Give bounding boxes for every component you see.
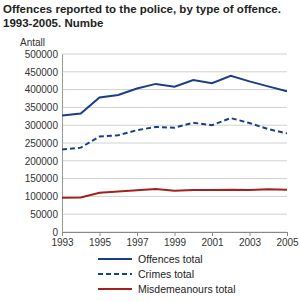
y-tick: 350000 — [25, 102, 62, 113]
y-tick: 300000 — [25, 120, 62, 131]
y-tick-label: 0 — [52, 227, 58, 238]
x-tick-label: 1995 — [89, 237, 112, 248]
series-line — [62, 76, 287, 116]
x-tick: 1997 — [126, 232, 149, 248]
y-tick-label: 150000 — [25, 173, 59, 184]
x-tick-label: 1999 — [164, 237, 187, 248]
x-tick: 1993 — [51, 232, 74, 248]
x-tick-mark — [287, 232, 288, 236]
grid-line — [62, 54, 287, 55]
legend-label: Crimes total — [138, 268, 194, 280]
x-tick-label: 2003 — [239, 237, 262, 248]
y-tick-label: 450000 — [25, 67, 59, 78]
y-tick-label: 100000 — [25, 191, 59, 202]
y-tick: 250000 — [25, 138, 62, 149]
grid — [62, 54, 287, 232]
legend: Offences total Crimes total Misdemeanours … — [98, 253, 235, 295]
grid-line — [62, 125, 287, 126]
y-tick-label: 500000 — [25, 49, 59, 60]
grid-line — [62, 160, 287, 161]
grid-line — [62, 89, 287, 90]
chart: Offences reported to the police, by type… — [0, 0, 300, 302]
x-tick-label: 2001 — [201, 237, 224, 248]
x-axis: 1993 1995 1997 1999 2001 2003 2005 — [51, 232, 299, 248]
x-tick-mark — [62, 232, 63, 236]
y-axis: 0 50000 100000 150000 200000 250000 300000 3500… — [25, 49, 63, 238]
y-tick: 200000 — [25, 156, 62, 167]
grid-line — [62, 143, 287, 144]
x-tick: 2003 — [239, 232, 262, 248]
y-tick-label: 250000 — [25, 138, 59, 149]
grid-line — [62, 178, 287, 179]
series-line — [62, 189, 287, 198]
x-tick: 1995 — [89, 232, 112, 248]
x-tick-mark — [250, 232, 251, 236]
legend-swatch — [98, 258, 132, 260]
legend-swatch — [98, 273, 132, 275]
x-tick-mark — [100, 232, 101, 236]
x-tick: 2001 — [201, 232, 224, 248]
y-tick: 100000 — [25, 191, 62, 202]
grid-line — [62, 107, 287, 108]
lines — [62, 76, 287, 198]
x-tick-label: 2005 — [276, 237, 299, 248]
x-axis-line — [63, 233, 288, 237]
y-tick: 50000 — [30, 209, 62, 220]
y-tick: 450000 — [25, 67, 62, 78]
y-tick-label: 200000 — [25, 156, 59, 167]
y-tick-label: 300000 — [25, 120, 59, 131]
legend-label: Offences total — [138, 253, 203, 265]
y-tick: 150000 — [25, 173, 62, 184]
x-tick-label: 1993 — [51, 237, 74, 248]
legend-label: Misdemeanours total — [138, 283, 235, 295]
x-tick-label: 1997 — [126, 237, 149, 248]
grid-line — [62, 71, 287, 72]
grid-line — [62, 214, 287, 215]
y-tick: 400000 — [25, 84, 62, 95]
x-tick: 2005 — [276, 232, 299, 248]
y-tick-label: 50000 — [30, 209, 58, 220]
x-tick-mark — [137, 232, 138, 236]
y-axis-line — [62, 55, 63, 233]
y-tick-label: 400000 — [25, 84, 59, 95]
y-tick-label: 350000 — [25, 102, 59, 113]
y-tick: 0 — [52, 227, 62, 238]
title: Offences reported to the police, by type… — [3, 3, 281, 29]
y-axis-label: Antall — [20, 37, 45, 48]
y-tick: 500000 — [25, 49, 62, 60]
x-tick-mark — [212, 232, 213, 236]
x-tick: 1999 — [164, 232, 187, 248]
x-tick-mark — [175, 232, 176, 236]
series-line — [62, 118, 287, 149]
legend-swatch — [98, 288, 132, 290]
grid-line — [62, 196, 287, 197]
